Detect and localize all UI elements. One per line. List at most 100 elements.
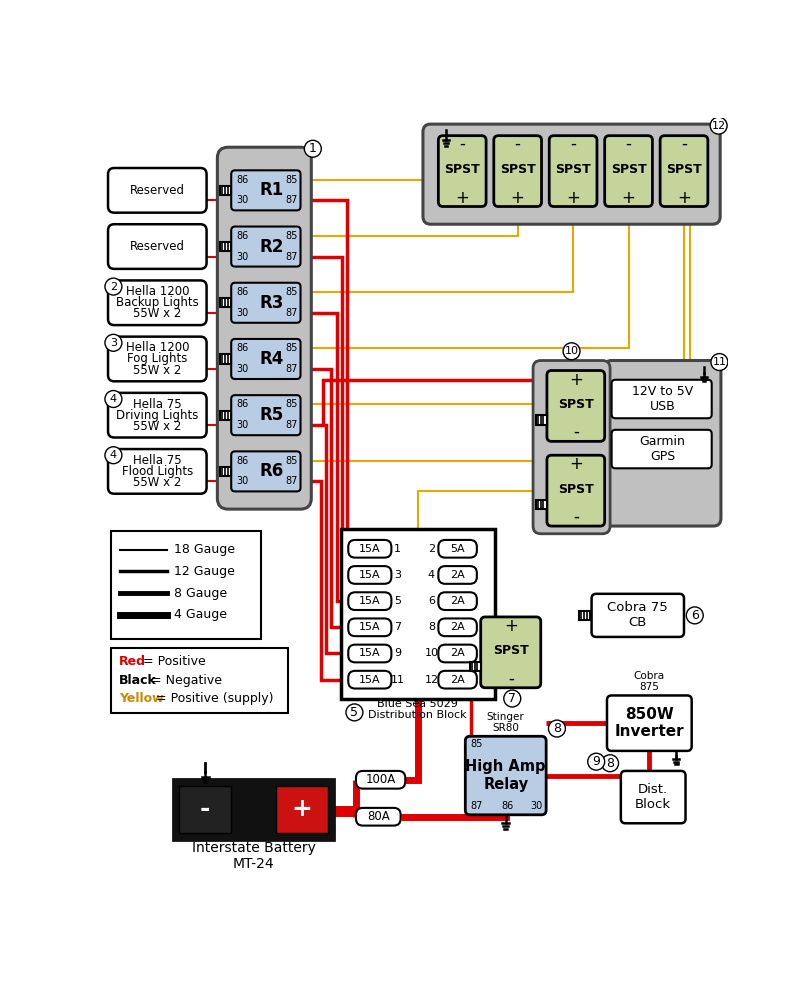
FancyBboxPatch shape — [439, 566, 477, 584]
Bar — [221, 411, 231, 420]
Bar — [536, 416, 547, 425]
FancyBboxPatch shape — [231, 451, 301, 492]
Text: 30: 30 — [530, 801, 543, 811]
Text: 6: 6 — [428, 596, 435, 607]
Circle shape — [563, 343, 580, 360]
Text: 87: 87 — [285, 308, 298, 318]
FancyBboxPatch shape — [231, 395, 301, 435]
Text: 87: 87 — [470, 801, 483, 811]
Text: 2A: 2A — [450, 622, 465, 632]
Text: 10: 10 — [564, 346, 578, 356]
Text: 15A: 15A — [359, 544, 380, 553]
Text: 15A: 15A — [359, 570, 380, 580]
Text: Hella 75: Hella 75 — [133, 397, 182, 411]
Text: -: - — [570, 135, 576, 153]
Text: -: - — [515, 135, 521, 153]
Circle shape — [504, 690, 521, 707]
Text: 8 Gauge: 8 Gauge — [174, 587, 227, 600]
Text: +: + — [566, 189, 580, 207]
Circle shape — [710, 117, 727, 134]
Text: 4: 4 — [428, 570, 435, 580]
FancyBboxPatch shape — [611, 430, 712, 468]
Bar — [579, 610, 590, 620]
Text: 8: 8 — [428, 622, 435, 632]
Text: 100A: 100A — [366, 774, 396, 786]
Text: R3: R3 — [260, 294, 284, 312]
Text: Backup Lights: Backup Lights — [116, 296, 199, 310]
Text: -: - — [573, 508, 579, 526]
Text: 86: 86 — [237, 231, 249, 241]
Text: Hella 1200: Hella 1200 — [126, 285, 189, 298]
Text: 4: 4 — [109, 450, 117, 460]
Text: 2: 2 — [109, 281, 117, 292]
FancyBboxPatch shape — [108, 393, 207, 437]
Text: 12: 12 — [711, 121, 726, 131]
FancyBboxPatch shape — [231, 283, 301, 322]
Text: 12V to 5V
USB: 12V to 5V USB — [632, 385, 693, 413]
Text: 7: 7 — [394, 622, 401, 632]
FancyBboxPatch shape — [549, 136, 597, 206]
Text: 15A: 15A — [359, 622, 380, 632]
FancyBboxPatch shape — [108, 280, 207, 325]
Text: 85: 85 — [285, 231, 298, 241]
Text: 85: 85 — [285, 455, 298, 466]
Text: R6: R6 — [260, 462, 284, 481]
Text: +: + — [504, 617, 517, 635]
Text: SPST: SPST — [666, 163, 702, 176]
Circle shape — [346, 704, 363, 721]
Text: 87: 87 — [285, 477, 298, 487]
Text: 15A: 15A — [359, 674, 380, 685]
Text: 55W x 2: 55W x 2 — [133, 364, 182, 376]
Text: Blue Sea 5029
Distribution Block: Blue Sea 5029 Distribution Block — [368, 699, 467, 721]
Text: R1: R1 — [260, 181, 284, 200]
Text: 1: 1 — [394, 544, 401, 553]
Text: 8: 8 — [553, 723, 561, 735]
Circle shape — [588, 753, 605, 770]
Text: 12 Gauge: 12 Gauge — [174, 565, 235, 578]
Text: 8: 8 — [606, 757, 614, 770]
Text: 850W
Inverter: 850W Inverter — [615, 707, 684, 739]
Text: 87: 87 — [285, 420, 298, 431]
Text: 86: 86 — [237, 287, 249, 297]
Text: +: + — [569, 371, 583, 388]
Text: SPST: SPST — [500, 163, 535, 176]
FancyBboxPatch shape — [423, 124, 720, 224]
Text: Black: Black — [118, 673, 157, 686]
Bar — [221, 467, 231, 476]
Circle shape — [105, 278, 122, 295]
FancyBboxPatch shape — [217, 147, 311, 509]
Text: 5: 5 — [394, 596, 401, 607]
Text: -: - — [508, 669, 513, 687]
Text: 87: 87 — [285, 252, 298, 261]
Text: -: - — [200, 797, 210, 822]
Text: 86: 86 — [237, 175, 249, 185]
Text: Garmin
GPS: Garmin GPS — [640, 435, 685, 463]
Bar — [173, 779, 334, 840]
Text: 86: 86 — [237, 455, 249, 466]
Text: 85: 85 — [285, 399, 298, 409]
FancyBboxPatch shape — [533, 361, 610, 534]
Text: 86: 86 — [501, 801, 513, 811]
Bar — [111, 648, 288, 714]
FancyBboxPatch shape — [439, 136, 486, 206]
Text: Cobra 75
CB: Cobra 75 CB — [607, 602, 668, 629]
Text: 1: 1 — [309, 143, 317, 155]
Circle shape — [711, 354, 728, 371]
FancyBboxPatch shape — [604, 361, 721, 526]
Text: 86: 86 — [237, 399, 249, 409]
Text: 30: 30 — [237, 364, 249, 374]
Bar — [221, 298, 231, 308]
Text: 85: 85 — [470, 739, 483, 749]
FancyBboxPatch shape — [108, 168, 207, 212]
Text: Stinger
SR80: Stinger SR80 — [487, 712, 525, 733]
Text: SPST: SPST — [444, 163, 480, 176]
FancyBboxPatch shape — [108, 336, 207, 381]
Text: SPST: SPST — [556, 163, 591, 176]
FancyBboxPatch shape — [348, 540, 392, 557]
Text: 2A: 2A — [450, 649, 465, 659]
Text: R4: R4 — [260, 350, 284, 368]
FancyBboxPatch shape — [348, 670, 392, 688]
FancyBboxPatch shape — [547, 455, 605, 526]
FancyBboxPatch shape — [481, 617, 541, 688]
Text: 87: 87 — [285, 364, 298, 374]
